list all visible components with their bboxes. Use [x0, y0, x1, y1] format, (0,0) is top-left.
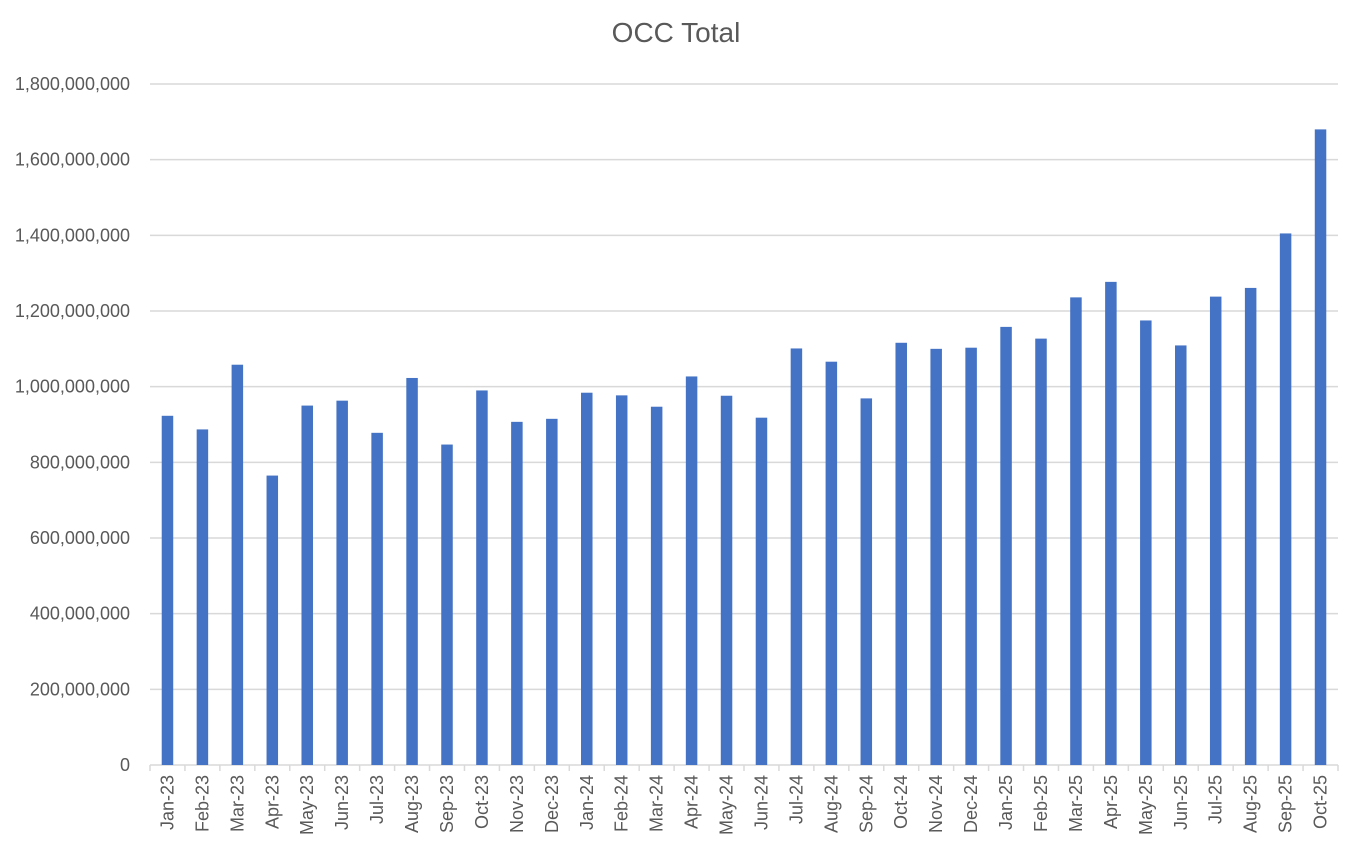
x-tick-label: Jul-25 [1206, 775, 1226, 824]
bar [1175, 345, 1187, 765]
x-tick-label: Sep-25 [1276, 775, 1296, 833]
bar [1314, 129, 1327, 765]
x-tick-label: Oct-25 [1311, 775, 1331, 829]
x-tick-label: Mar-23 [227, 775, 247, 832]
bar [476, 390, 488, 765]
bar [650, 406, 663, 765]
y-tick-label: 800,000,000 [30, 452, 130, 472]
bar [406, 377, 418, 765]
bar [790, 348, 803, 765]
bar [965, 347, 977, 765]
bar [1035, 338, 1047, 765]
bar [1000, 326, 1012, 765]
bar [825, 361, 838, 765]
x-tick-label: Apr-24 [682, 775, 702, 829]
bar [895, 342, 907, 765]
y-tick-label: 400,000,000 [30, 604, 130, 624]
x-tick-label: Dec-24 [961, 775, 981, 833]
bar [860, 398, 873, 765]
x-tick-label: Aug-23 [402, 775, 422, 833]
bar [1070, 297, 1082, 765]
x-tick-label: May-24 [717, 775, 737, 835]
bar [755, 417, 768, 765]
bar [546, 418, 558, 765]
bar [1209, 296, 1222, 765]
x-tick-label: Feb-23 [192, 775, 212, 832]
bar [720, 395, 733, 765]
x-tick-label: Jan-25 [996, 775, 1016, 830]
x-tick-label: Aug-24 [821, 775, 841, 833]
bar [685, 376, 698, 765]
bar [196, 429, 209, 765]
x-tick-label: Jun-25 [1171, 775, 1191, 830]
bar [441, 444, 453, 765]
y-tick-label: 1,400,000,000 [15, 225, 130, 245]
y-tick-label: 200,000,000 [30, 679, 130, 699]
x-tick-label: Feb-25 [1031, 775, 1051, 832]
x-tick-label: Mar-25 [1066, 775, 1086, 832]
bar [1279, 233, 1292, 766]
x-tick-label: Apr-25 [1101, 775, 1121, 829]
bar [161, 415, 174, 765]
bar [371, 432, 383, 765]
x-tick-label: Apr-23 [262, 775, 282, 829]
x-tick-label: Aug-25 [1241, 775, 1261, 833]
x-tick-label: Jul-24 [786, 775, 806, 824]
x-tick-label: Feb-24 [612, 775, 632, 832]
x-tick-label: Sep-24 [856, 775, 876, 833]
x-tick-label: Jan-24 [577, 775, 597, 830]
bar [930, 348, 942, 765]
x-tick-label: Oct-24 [891, 775, 911, 829]
x-tick-label: Mar-24 [647, 775, 667, 832]
bar [1140, 320, 1152, 765]
y-tick-label: 1,200,000,000 [15, 301, 130, 321]
bar [301, 405, 313, 765]
bar [336, 400, 348, 765]
y-tick-label: 1,000,000,000 [15, 377, 130, 397]
x-tick-label: Nov-23 [507, 775, 527, 833]
bar [511, 421, 523, 765]
x-tick-label: Jun-24 [751, 775, 771, 830]
x-tick-label: May-25 [1136, 775, 1156, 835]
x-tick-label: Oct-23 [472, 775, 492, 829]
y-tick-label: 1,600,000,000 [15, 150, 130, 170]
bar [231, 364, 244, 765]
bar [1105, 281, 1117, 765]
x-tick-label: May-23 [297, 775, 317, 835]
chart-title: OCC Total [611, 17, 741, 48]
x-tick-label: Nov-24 [926, 775, 946, 833]
bar [266, 475, 279, 765]
y-tick-label: 0 [120, 755, 130, 775]
bar [581, 392, 593, 765]
x-tick-label: Jul-23 [367, 775, 387, 824]
bar [1244, 287, 1257, 765]
x-tick-label: Jun-23 [332, 775, 352, 830]
bar [615, 395, 628, 765]
y-tick-label: 600,000,000 [30, 528, 130, 548]
x-tick-label: Sep-23 [437, 775, 457, 833]
x-tick-label: Dec-23 [542, 775, 562, 833]
x-tick-label: Jan-23 [157, 775, 177, 830]
y-tick-label: 1,800,000,000 [15, 74, 130, 94]
